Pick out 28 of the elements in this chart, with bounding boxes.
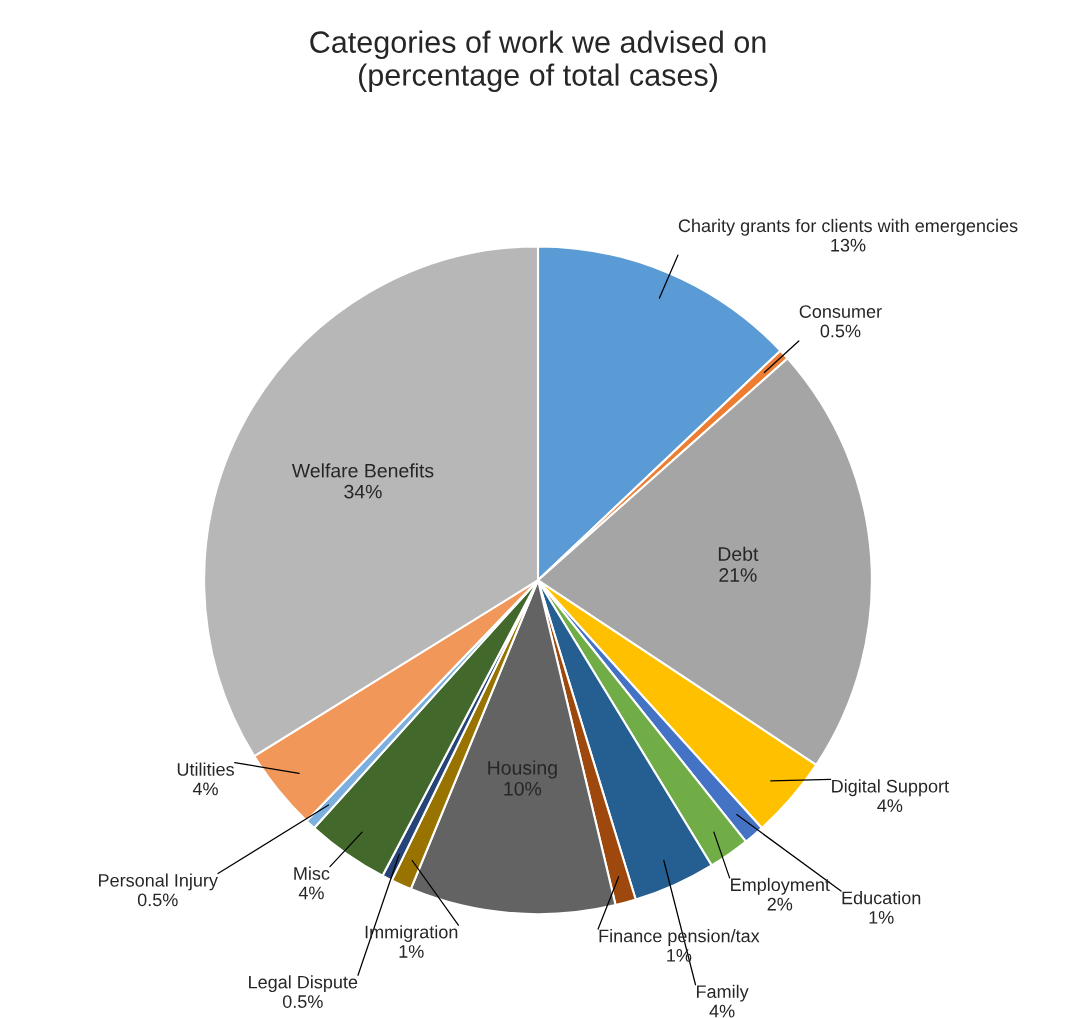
data-label: 0.5% (137, 893, 178, 907)
data-label: 34% (344, 484, 382, 499)
data-label: 1% (869, 911, 894, 924)
data-label: 0.5% (820, 324, 861, 338)
slice-label: Utilities (177, 762, 234, 776)
slice-label: Digital Support (832, 779, 949, 797)
slice-label: Charity grants for clients with emergencies (678, 218, 1018, 236)
slice-label: Personal Injury (99, 873, 218, 891)
data-label: 4% (298, 886, 324, 900)
slice-label: Debt (718, 546, 759, 561)
data-label: 13% (831, 238, 866, 252)
chart-title: Categories of work we advised on (percentage of total cases) (310, 30, 766, 92)
slice-label: Misc (294, 866, 330, 880)
slice-label: Education (842, 891, 921, 905)
data-label: 2% (767, 897, 793, 911)
data-label: 4% (709, 1004, 735, 1018)
data-label: 1% (399, 945, 424, 958)
data-label: 10% (504, 781, 542, 796)
slice-label: Legal Dispute (249, 975, 358, 993)
slice-label: Employment (731, 877, 830, 895)
slice-label: Housing (488, 760, 557, 779)
data-label: 21% (719, 568, 757, 582)
slice-label: Consumer (799, 305, 882, 318)
data-label: 0.5% (282, 995, 323, 1008)
data-label: 4% (192, 782, 218, 796)
slice-label: Family (696, 984, 749, 1002)
data-label: 4% (877, 799, 903, 812)
slice-label: Welfare Benefits (291, 463, 434, 478)
